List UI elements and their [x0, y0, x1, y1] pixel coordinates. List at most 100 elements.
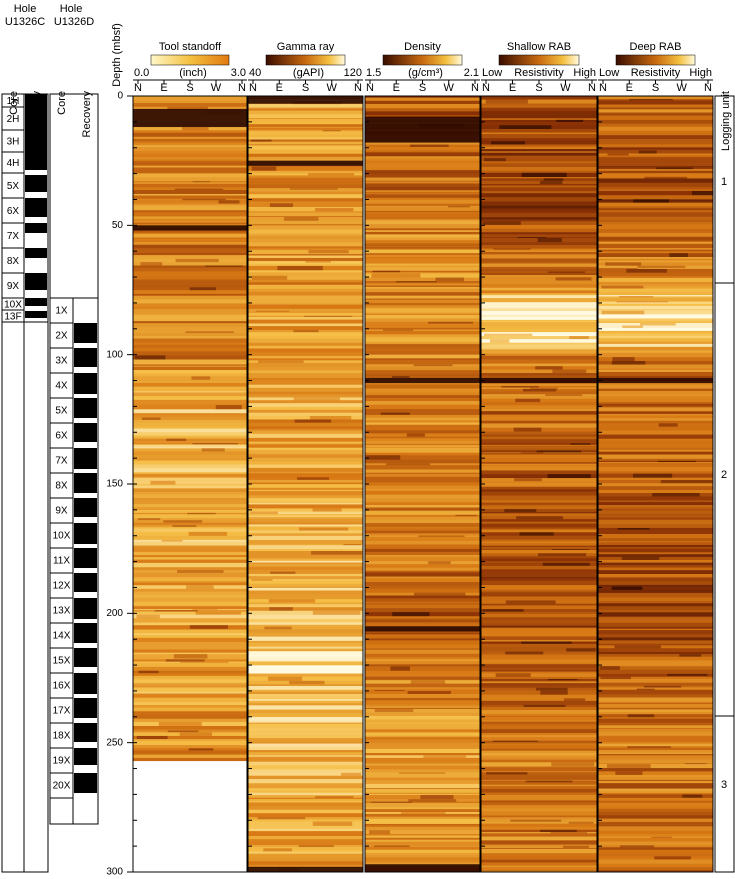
log-image — [598, 292, 713, 296]
log-image — [598, 630, 713, 632]
log-image — [365, 302, 480, 306]
log-image — [481, 499, 597, 504]
log-image — [481, 251, 597, 255]
log-image — [598, 628, 713, 631]
log-image — [248, 587, 363, 591]
log-image — [133, 637, 247, 643]
log-image — [598, 701, 713, 704]
log-image — [481, 444, 597, 447]
log-image — [133, 460, 247, 465]
log-image — [248, 264, 363, 267]
recovery — [74, 673, 97, 694]
log-image — [248, 779, 363, 784]
log-image — [607, 153, 629, 156]
color-bar — [498, 54, 580, 66]
log-image — [598, 330, 713, 334]
log-image — [248, 153, 363, 158]
log-image — [192, 443, 239, 445]
log-image — [133, 518, 247, 521]
log-image — [365, 292, 480, 296]
log-image — [481, 138, 597, 140]
log-image — [481, 755, 597, 758]
log-image — [133, 622, 247, 626]
azimuth-label: S — [302, 82, 309, 94]
log-image — [598, 104, 713, 108]
log-image — [248, 108, 363, 111]
log-image — [598, 384, 713, 389]
log-image — [133, 262, 247, 266]
log-image — [535, 687, 568, 691]
log-image — [481, 254, 597, 259]
log-image — [481, 234, 597, 238]
log-image — [133, 548, 247, 553]
log-image — [598, 513, 713, 517]
log-image — [248, 429, 363, 432]
log-image — [188, 748, 214, 751]
log-image — [365, 536, 480, 542]
log-image — [248, 629, 363, 634]
log-image — [481, 725, 597, 729]
log-image — [365, 374, 480, 377]
log-image — [525, 780, 573, 783]
log-image — [481, 129, 597, 133]
log-image — [598, 541, 713, 543]
log-image — [598, 735, 713, 738]
log-image — [365, 305, 480, 309]
log-image — [133, 294, 247, 297]
log-image — [248, 689, 363, 693]
log-image — [365, 265, 480, 268]
log-image — [598, 660, 713, 663]
log-image — [481, 845, 597, 849]
log-image — [248, 254, 363, 256]
log-image — [481, 625, 597, 628]
log-image — [365, 697, 480, 701]
log-image — [481, 395, 597, 400]
log-image — [248, 752, 363, 756]
scale-min: 40 — [249, 67, 261, 79]
log-image — [312, 821, 353, 827]
scale-unit: Resistivity — [631, 67, 681, 79]
log-image — [598, 451, 713, 455]
scale-unit: (inch) — [179, 67, 207, 79]
log-image — [365, 841, 480, 846]
log-image — [133, 145, 247, 148]
log-image — [322, 129, 341, 132]
log-image — [189, 625, 228, 630]
log-image — [365, 193, 480, 195]
log-image — [481, 620, 597, 624]
log-image — [481, 495, 597, 501]
log-image — [248, 516, 363, 519]
core-label: 17X — [53, 706, 71, 717]
log-image — [598, 490, 713, 494]
log-image — [598, 509, 713, 511]
scale-max: High — [689, 67, 712, 79]
log-image — [248, 842, 363, 846]
log-image — [248, 441, 363, 444]
log-image — [365, 860, 480, 864]
log-image — [598, 449, 713, 452]
log-image — [598, 594, 713, 598]
log-image — [679, 654, 702, 658]
log-image — [133, 601, 247, 607]
log-image — [248, 586, 363, 589]
log-image — [598, 406, 713, 408]
log-image — [133, 701, 247, 706]
log-image — [481, 664, 597, 669]
log-image — [365, 852, 480, 856]
log-image — [598, 479, 713, 484]
log-image — [175, 258, 219, 263]
recovery-column — [23, 321, 49, 873]
log-image — [481, 590, 597, 593]
log-image — [133, 458, 247, 461]
log-image — [481, 585, 597, 590]
log-image — [428, 561, 451, 565]
log-image — [133, 436, 247, 439]
log-image — [365, 788, 480, 790]
log-image — [365, 156, 480, 159]
log-image — [481, 420, 597, 424]
log-image — [598, 742, 713, 745]
log-image — [481, 266, 597, 270]
unit-label: 2 — [721, 469, 727, 481]
log-image — [481, 466, 597, 471]
log-image — [248, 107, 363, 110]
